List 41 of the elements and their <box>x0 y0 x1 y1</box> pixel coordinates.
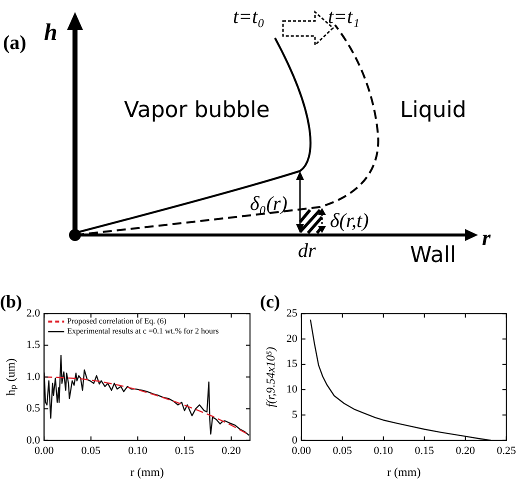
y-tick-label: 2.0 <box>26 307 41 320</box>
chart-title: (b) <box>0 291 22 312</box>
x-tick-label: 0.10 <box>374 444 394 457</box>
text: dr <box>298 240 316 263</box>
y-tick-label: 0.5 <box>26 402 41 415</box>
y-tick-label: 20 <box>286 332 298 345</box>
text: Vapor bubble <box>124 98 270 123</box>
text: t=t₀ <box>233 6 265 29</box>
x-tick-label: 0.00 <box>34 444 54 457</box>
x-tick-label: 0.15 <box>414 444 435 457</box>
y-tick-label: 5 <box>292 408 298 421</box>
x-axis-title: r (mm) <box>387 464 421 479</box>
text: δ(r,t) <box>330 210 369 233</box>
y-tick-label: 1.5 <box>26 339 41 352</box>
text: r <box>482 225 491 251</box>
y-tick-label: 1.0 <box>26 370 41 383</box>
x-tick-label: 0.05 <box>81 444 102 457</box>
text: Wall <box>410 243 456 268</box>
text: t=t₁ <box>328 6 360 29</box>
text: Liquid <box>400 98 466 123</box>
y-tick-label: 25 <box>286 307 298 320</box>
y-tick-label: 0 <box>292 434 298 446</box>
text: h <box>44 20 58 47</box>
legend-label: Proposed correlation of Eq. (6) <box>67 316 167 326</box>
x-tick-label: 0.10 <box>128 444 148 457</box>
y-tick-label: 15 <box>286 358 298 370</box>
x-tick-label: 0.00 <box>292 444 312 457</box>
text: δ₀(r) <box>250 193 288 216</box>
chart-title: (c) <box>260 291 280 312</box>
x-axis-title: r (mm) <box>130 464 164 479</box>
x-tick-label: 0.20 <box>456 444 476 457</box>
y-tick-label: 10 <box>286 384 298 396</box>
x-tick-label: 0.20 <box>222 444 242 457</box>
legend-label: Experimental results at c =0.1 wt.% for 2 hours <box>67 326 219 336</box>
y-axis-title: f(r,9.54x10⁵) <box>263 346 278 408</box>
x-tick-label: 0.25 <box>496 444 516 457</box>
y-axis-title: hₚ (um) <box>3 358 18 396</box>
y-tick-label: 0.0 <box>26 434 41 446</box>
text: (a) <box>3 32 26 55</box>
x-tick-label: 0.15 <box>174 444 195 457</box>
x-tick-label: 0.05 <box>332 444 353 457</box>
